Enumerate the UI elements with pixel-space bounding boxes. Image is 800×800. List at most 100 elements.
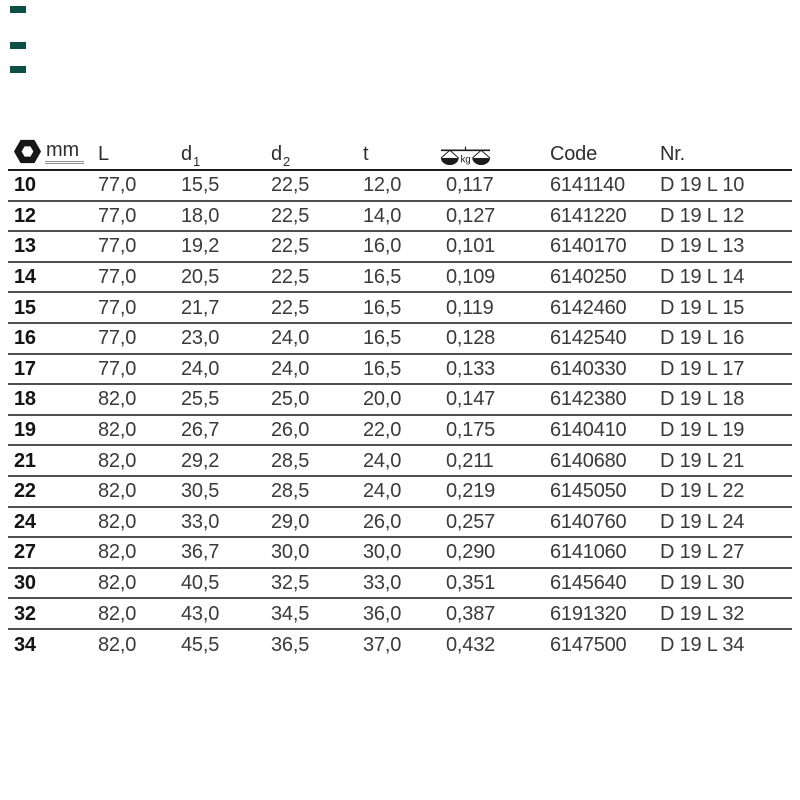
table-row: 19 82,0 26,7 26,0 22,0 0,175 6140410 D 1…: [8, 416, 792, 447]
table-row: 17 77,0 24,0 24,0 16,5 0,133 6140330 D 1…: [8, 355, 792, 386]
cell-d1: 26,7: [181, 419, 220, 442]
cell-L: 77,0: [98, 235, 137, 258]
cell-code: 6140760: [550, 510, 627, 533]
cell-d1: 24,0: [181, 357, 220, 380]
cell-size: 32: [14, 602, 36, 625]
cell-L: 82,0: [98, 541, 137, 564]
cell-d2: 34,5: [271, 602, 310, 625]
cell-L: 77,0: [98, 357, 137, 380]
cell-kg: 0,432: [446, 634, 496, 657]
cell-L: 77,0: [98, 327, 137, 350]
cell-L: 82,0: [98, 480, 137, 503]
product-spec-table: mm L d1 d2 t kg Code Nr.: [8, 134, 792, 661]
table-row: 24 82,0 33,0 29,0 26,0 0,257 6140760 D 1…: [8, 508, 792, 539]
cell-nr: D 19 L 17: [660, 357, 745, 380]
cell-t: 16,5: [363, 357, 402, 380]
header-L: L: [98, 143, 109, 165]
cell-kg: 0,133: [446, 357, 496, 380]
table-row: 16 77,0 23,0 24,0 16,5 0,128 6142540 D 1…: [8, 324, 792, 355]
cell-code: 6140410: [550, 419, 627, 442]
header-d1: d1: [181, 143, 200, 169]
cell-code: 6147500: [550, 634, 627, 657]
cell-size: 30: [14, 572, 36, 595]
cell-d2: 25,0: [271, 388, 310, 411]
cell-d2: 36,5: [271, 634, 310, 657]
cell-nr: D 19 L 32: [660, 602, 745, 625]
table-row: 32 82,0 43,0 34,5 36,0 0,387 6191320 D 1…: [8, 599, 792, 630]
cell-t: 33,0: [363, 572, 402, 595]
cell-nr: D 19 L 22: [660, 480, 745, 503]
cell-d2: 22,5: [271, 204, 310, 227]
header-nr: Nr.: [660, 143, 685, 165]
cell-kg: 0,387: [446, 602, 496, 625]
cell-nr: D 19 L 30: [660, 572, 745, 595]
cell-t: 22,0: [363, 419, 402, 442]
cell-nr: D 19 L 15: [660, 296, 745, 319]
cell-size: 34: [14, 634, 36, 657]
hex-socket-icon: [14, 139, 41, 164]
table-header-row: mm L d1 d2 t kg Code Nr.: [8, 134, 792, 171]
header-d1-subscript: 1: [192, 154, 200, 169]
cell-kg: 0,101: [446, 235, 496, 258]
cell-code: 6140250: [550, 266, 627, 289]
cell-L: 82,0: [98, 419, 137, 442]
cell-L: 82,0: [98, 602, 137, 625]
weight-scale-icon: kg: [440, 146, 491, 165]
cell-d2: 22,5: [271, 296, 310, 319]
cell-d1: 43,0: [181, 602, 220, 625]
cell-size: 15: [14, 296, 36, 319]
cell-d1: 33,0: [181, 510, 220, 533]
cell-t: 20,0: [363, 388, 402, 411]
cell-code: 6141140: [550, 174, 625, 197]
cell-size: 24: [14, 510, 36, 533]
cell-kg: 0,127: [446, 204, 496, 227]
cell-t: 37,0: [363, 634, 402, 657]
cell-L: 82,0: [98, 572, 137, 595]
cell-code: 6142460: [550, 296, 627, 319]
table-row: 13 77,0 19,2 22,5 16,0 0,101 6140170 D 1…: [8, 232, 792, 263]
cell-size: 17: [14, 357, 36, 380]
cell-nr: D 19 L 13: [660, 235, 745, 258]
cell-code: 6140170: [550, 235, 627, 258]
page-margin-mark-2: [10, 42, 26, 49]
page-margin-mark-1: [10, 6, 26, 13]
cell-kg: 0,219: [446, 480, 496, 503]
table-row: 34 82,0 45,5 36,5 37,0 0,432 6147500 D 1…: [8, 630, 792, 661]
cell-L: 77,0: [98, 204, 137, 227]
cell-d1: 18,0: [181, 204, 220, 227]
cell-d2: 32,5: [271, 572, 310, 595]
page-margin-mark-3: [10, 66, 26, 73]
cell-t: 24,0: [363, 480, 402, 503]
header-d2: d2: [271, 143, 290, 169]
cell-d1: 29,2: [181, 449, 220, 472]
cell-L: 77,0: [98, 266, 137, 289]
cell-kg: 0,257: [446, 510, 496, 533]
cell-d1: 15,5: [181, 174, 220, 197]
cell-nr: D 19 L 19: [660, 419, 745, 442]
cell-kg: 0,119: [446, 296, 494, 319]
cell-d2: 24,0: [271, 357, 310, 380]
cell-L: 82,0: [98, 634, 137, 657]
table-row: 12 77,0 18,0 22,5 14,0 0,127 6141220 D 1…: [8, 202, 792, 233]
cell-t: 16,5: [363, 266, 402, 289]
weight-unit-label: kg: [461, 154, 471, 165]
cell-size: 18: [14, 388, 36, 411]
cell-size: 13: [14, 235, 36, 258]
cell-t: 36,0: [363, 602, 402, 625]
cell-size: 16: [14, 327, 36, 350]
table-row: 14 77,0 20,5 22,5 16,5 0,109 6140250 D 1…: [8, 263, 792, 294]
cell-d2: 22,5: [271, 174, 310, 197]
cell-size: 10: [14, 174, 36, 197]
cell-nr: D 19 L 16: [660, 327, 745, 350]
header-t: t: [363, 143, 369, 165]
cell-d2: 22,5: [271, 235, 310, 258]
cell-t: 16,5: [363, 327, 402, 350]
cell-size: 22: [14, 480, 36, 503]
table-row: 18 82,0 25,5 25,0 20,0 0,147 6142380 D 1…: [8, 385, 792, 416]
cell-kg: 0,290: [446, 541, 496, 564]
cell-t: 16,0: [363, 235, 402, 258]
cell-kg: 0,117: [446, 174, 494, 197]
cell-L: 82,0: [98, 510, 137, 533]
cell-d2: 24,0: [271, 327, 310, 350]
cell-d1: 25,5: [181, 388, 220, 411]
